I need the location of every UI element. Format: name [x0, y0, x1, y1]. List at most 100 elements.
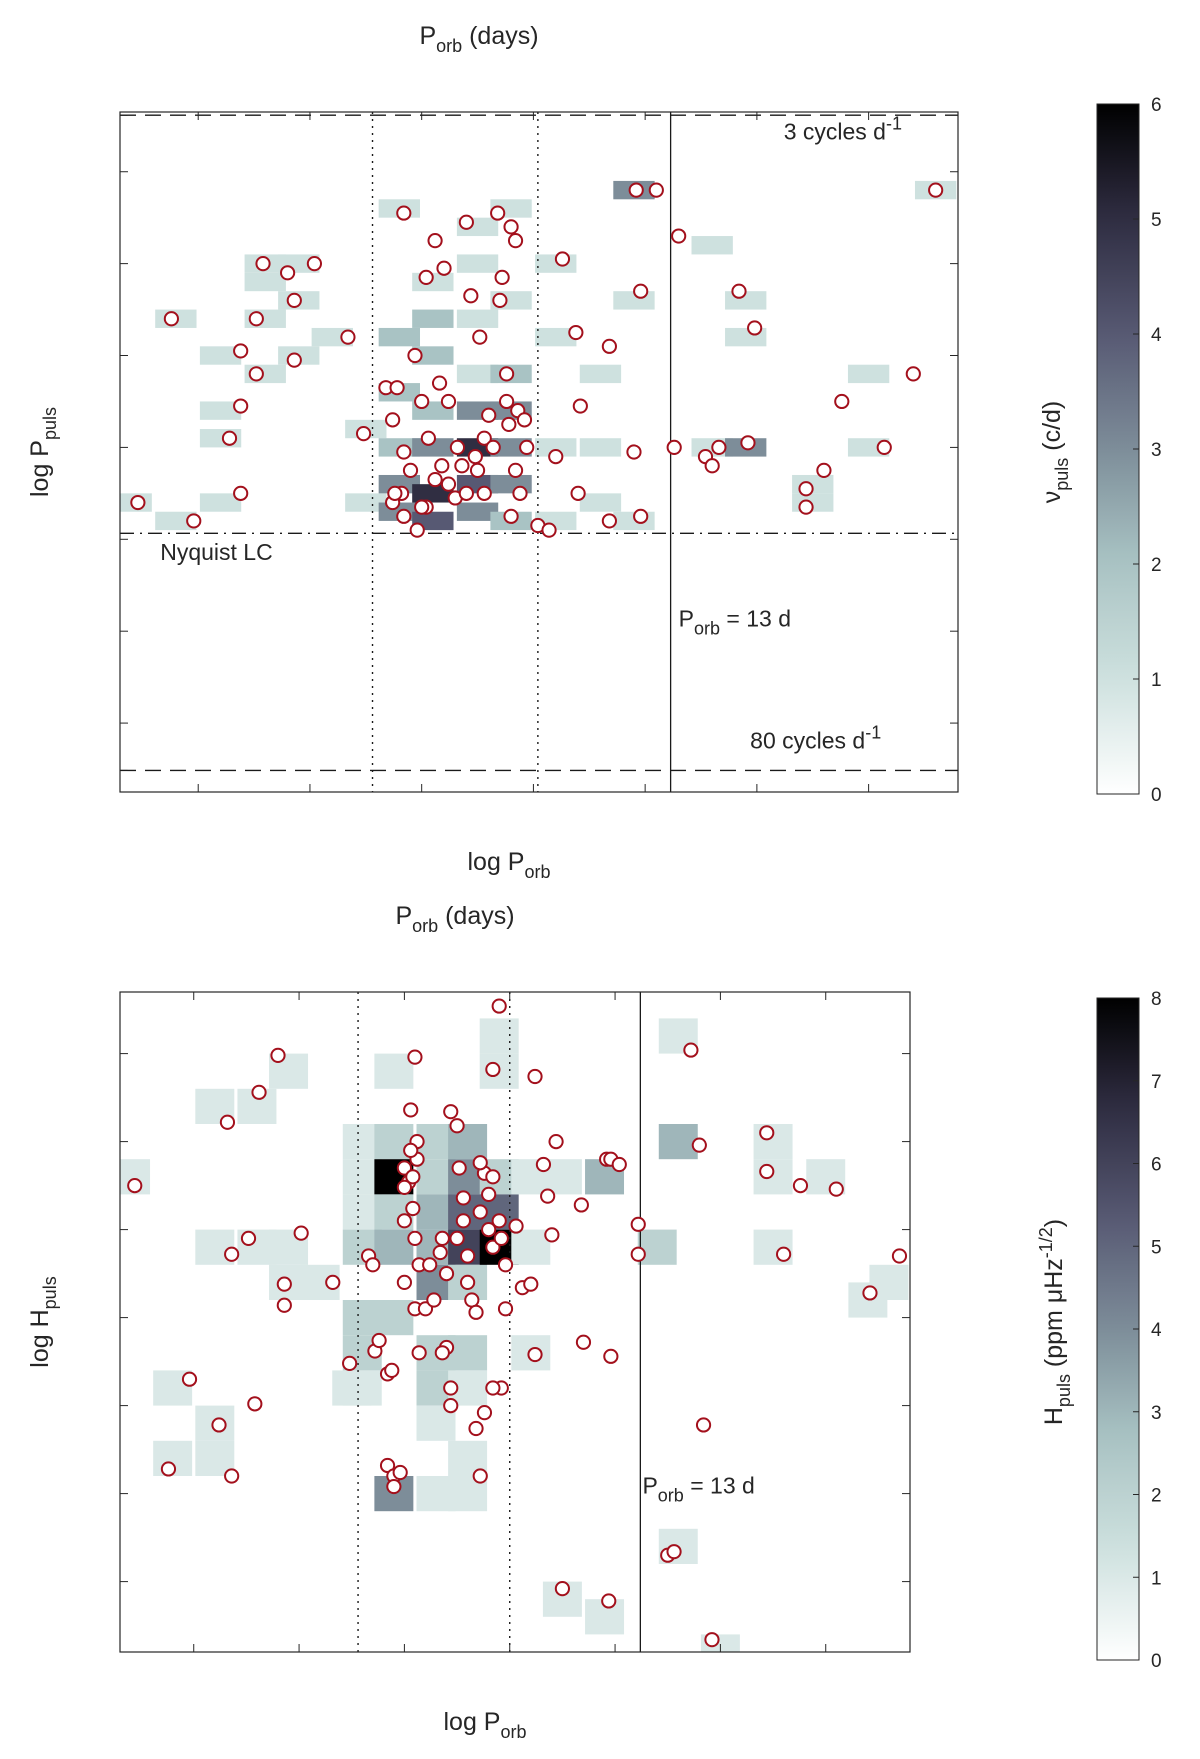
x-axis-label-main: log P: [468, 848, 525, 876]
data-point: [409, 522, 425, 538]
x-axis-label-sub: orb: [500, 1722, 526, 1742]
data-point: [240, 1230, 257, 1247]
heatmap-cell: [374, 1229, 414, 1265]
data-point: [186, 513, 202, 529]
top-axis-label: Porb (days): [395, 902, 514, 936]
data-point: [414, 393, 430, 410]
data-point: [389, 380, 405, 396]
heatmap-cell: [155, 511, 197, 531]
data-point: [420, 430, 436, 446]
data-point: [371, 1332, 387, 1349]
data-point: [469, 462, 486, 478]
data-point: [476, 1405, 493, 1421]
data-point: [407, 1230, 423, 1247]
data-point: [455, 1213, 471, 1229]
data-point: [411, 1345, 427, 1361]
data-point: [455, 1190, 471, 1206]
plot-data: [120, 112, 958, 792]
data-point: [342, 1355, 358, 1371]
colorbar-tick-label: 0: [1151, 1651, 1162, 1672]
heatmap-cell: [199, 346, 242, 365]
data-point: [523, 1276, 539, 1292]
data-point: [876, 439, 892, 456]
data-point: [491, 1213, 507, 1229]
top-axis-label-sub: orb: [412, 916, 438, 936]
x-axis-label: log Porb: [468, 848, 551, 882]
data-point: [460, 1248, 476, 1264]
right-axis-label-sup: -1/2: [1036, 1227, 1056, 1258]
data-point: [776, 1246, 792, 1262]
data-point: [270, 1047, 286, 1063]
data-point: [386, 1478, 402, 1495]
data-point: [233, 485, 249, 501]
data-point: [255, 256, 271, 272]
data-point: [535, 1156, 552, 1173]
data-point: [891, 1248, 908, 1264]
heatmap-cell: [456, 502, 499, 521]
data-point: [443, 1104, 459, 1120]
heatmap-cell: [579, 493, 622, 512]
data-point: [436, 260, 452, 276]
data-point: [407, 347, 423, 364]
heatmap-cell: [412, 309, 454, 328]
data-point: [221, 430, 238, 446]
data-point: [396, 1179, 412, 1195]
data-point: [427, 233, 443, 249]
annotation: Nyquist LC: [160, 539, 272, 565]
data-point: [181, 1371, 198, 1387]
x-axis-label-sub: orb: [524, 862, 550, 882]
data-point: [280, 265, 296, 281]
data-point: [396, 508, 412, 524]
colorbar-tick-label: 1: [1151, 1568, 1162, 1589]
data-point: [392, 1464, 408, 1481]
data-point: [460, 1274, 476, 1291]
data-point: [905, 366, 921, 382]
data-point: [633, 283, 649, 299]
data-point: [695, 1417, 712, 1433]
heatmap-cell: [374, 1053, 414, 1089]
top-axis-label-rest: (days): [438, 902, 514, 930]
data-point: [468, 1420, 484, 1437]
data-point: [463, 288, 479, 304]
data-point: [464, 1292, 480, 1308]
data-point: [540, 1188, 556, 1204]
data-point: [508, 1218, 524, 1234]
data-point: [247, 1396, 263, 1412]
data-point: [472, 1155, 488, 1171]
data-point: [527, 1346, 543, 1363]
colorbar-tick-label: 2: [1151, 555, 1162, 576]
data-point: [396, 1274, 412, 1291]
annotation-rest: = 13 d: [720, 606, 791, 632]
data-point: [630, 1216, 646, 1232]
data-point: [501, 416, 517, 433]
data-point: [476, 485, 492, 501]
colorbar-tick-label: 8: [1151, 989, 1162, 1010]
data-point: [928, 182, 944, 198]
annotation-text: Nyquist LC: [160, 539, 272, 565]
data-point: [130, 494, 146, 511]
data-point: [472, 329, 488, 345]
data-point: [519, 439, 535, 456]
data-point: [507, 233, 524, 249]
heatmap-cell: [579, 364, 622, 384]
data-point: [127, 1178, 143, 1194]
data-point: [434, 458, 450, 474]
data-point: [568, 324, 584, 341]
heatmap-cell: [658, 1124, 698, 1160]
data-point: [443, 1398, 459, 1414]
data-point: [666, 1544, 682, 1560]
data-point: [497, 1301, 514, 1317]
data-point: [248, 366, 264, 382]
data-point: [601, 338, 617, 354]
data-point: [554, 1581, 571, 1597]
heatmap-cell: [448, 1335, 488, 1371]
annotation-rest: = 13 d: [684, 1473, 755, 1499]
data-point: [451, 1160, 467, 1176]
data-point: [671, 228, 687, 244]
data-point: [573, 1197, 589, 1213]
heatmap-cell: [342, 1370, 382, 1406]
data-point: [626, 444, 642, 460]
x-axis-label-main: log P: [444, 1708, 501, 1736]
right-axis-label-main: ν: [1038, 491, 1066, 504]
data-point: [704, 458, 720, 474]
